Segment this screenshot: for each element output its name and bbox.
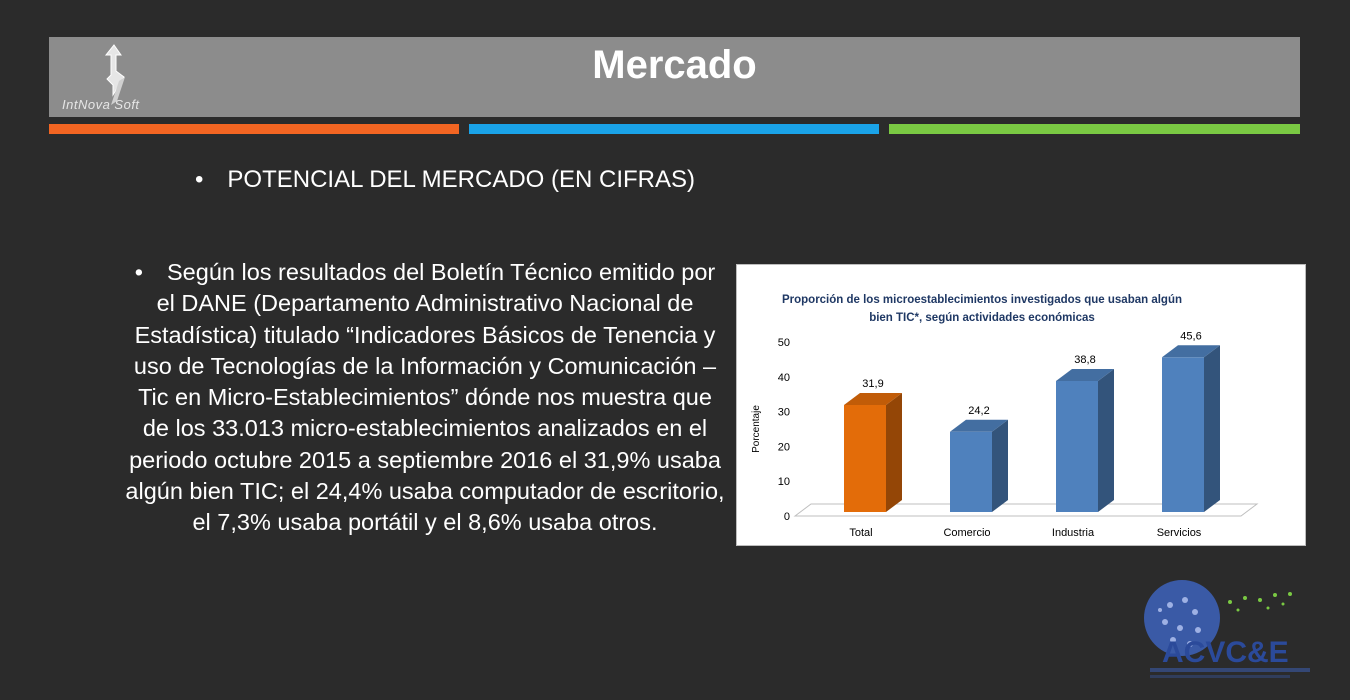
accent-bar-green <box>889 124 1300 134</box>
y-axis-label: Porcentaje <box>751 405 762 453</box>
bar-side-servicios <box>1204 345 1220 512</box>
bar-top-comercio <box>950 419 1008 432</box>
y-tick-label: 50 <box>778 337 790 349</box>
page-title: Mercado <box>592 43 757 87</box>
chart-title-line2: bien TIC*, según actividades económicas <box>869 312 1095 324</box>
bar-side-total <box>886 392 902 512</box>
bar-side-industria <box>1098 368 1114 512</box>
y-tick-label: 0 <box>784 511 790 523</box>
y-tick-label: 10 <box>778 476 790 488</box>
bar-comercio <box>950 431 992 512</box>
x-tick-label: Industria <box>1052 527 1095 539</box>
bar-industria <box>1056 380 1098 512</box>
x-tick-label: Comercio <box>943 527 990 539</box>
bullet1-text: POTENCIAL DEL MERCADO (EN CIFRAS) <box>227 166 696 193</box>
data-label: 45,6 <box>1180 330 1201 342</box>
bar-servicios <box>1162 357 1204 512</box>
logo-text: IntNova Soft <box>62 97 140 112</box>
bar-chart-svg: Proporción de los microestablecimientos … <box>751 294 1259 539</box>
x-tick-label: Servicios <box>1157 527 1202 539</box>
bullet-dot-icon: • <box>194 166 204 193</box>
acvc-logo: ACVC&E <box>1144 580 1310 678</box>
intnova-bolt-icon <box>104 44 125 105</box>
bar-chart: Proporción de los microestablecimientos … <box>736 264 1306 546</box>
data-label: 38,8 <box>1074 354 1095 366</box>
bullet-market-potential: • POTENCIAL DEL MERCADO (EN CIFRAS) <box>190 164 700 195</box>
bar-top-industria <box>1056 368 1114 381</box>
y-tick-label: 40 <box>778 372 790 384</box>
accent-bar-orange <box>49 124 459 134</box>
bullet2-text: Según los resultados del Boletín Técnico… <box>125 259 725 536</box>
y-tick-label: 20 <box>778 441 790 453</box>
acvc-logo-text: ACVC&E <box>1162 636 1289 669</box>
bar-top-total <box>844 392 902 405</box>
bullet-dane-report: • Según los resultados del Boletín Técnic… <box>125 257 725 539</box>
bar-top-servicios <box>1162 345 1220 358</box>
chart-title-line1: Proporción de los microestablecimientos … <box>782 294 1182 306</box>
x-tick-label: Total <box>849 527 872 539</box>
header-bar: IntNova Soft Mercado <box>49 37 1300 117</box>
accent-bar-blue <box>469 124 879 134</box>
y-tick-label: 30 <box>778 407 790 419</box>
data-label: 24,2 <box>968 405 989 417</box>
bar-side-comercio <box>992 419 1008 512</box>
data-label: 31,9 <box>862 378 883 390</box>
bar-total <box>844 404 886 512</box>
bullet-dot-icon: • <box>134 259 143 285</box>
